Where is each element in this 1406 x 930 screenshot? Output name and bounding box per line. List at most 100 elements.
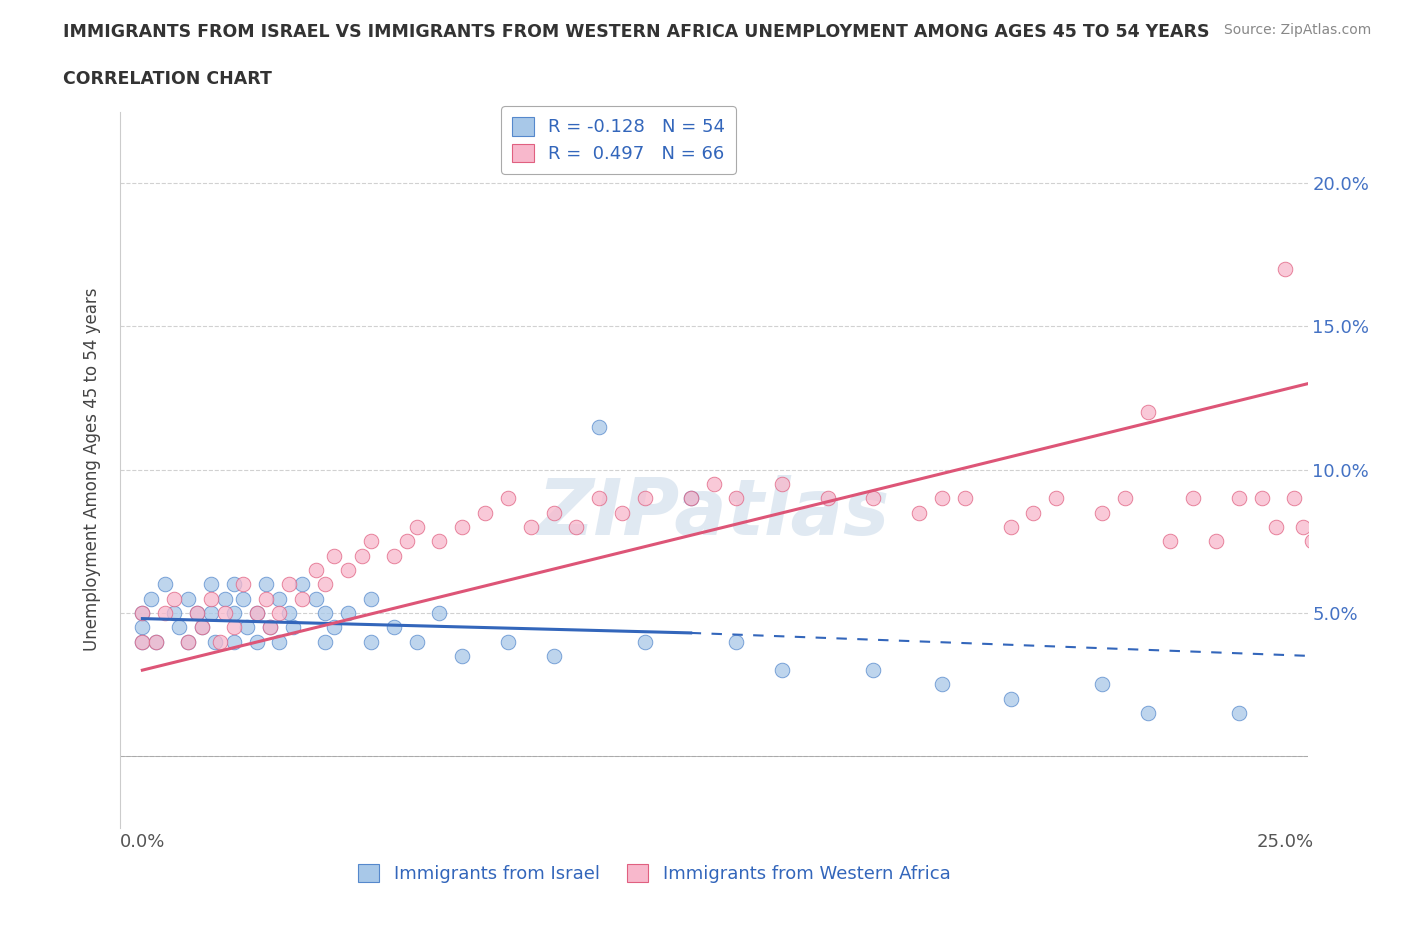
Y-axis label: Unemployment Among Ages 45 to 54 years: Unemployment Among Ages 45 to 54 years [83, 288, 101, 651]
Point [214, 591, 236, 606]
Point [1251, 491, 1274, 506]
Point [131, 634, 153, 649]
Text: Source: ZipAtlas.com: Source: ZipAtlas.com [1223, 23, 1371, 37]
Point [1045, 491, 1067, 506]
Point [200, 577, 222, 591]
Point [314, 605, 336, 620]
Point [1114, 491, 1136, 506]
Point [167, 619, 190, 634]
Point [1136, 706, 1159, 721]
Point [1160, 534, 1182, 549]
Point [360, 634, 382, 649]
Point [232, 591, 254, 606]
Point [131, 619, 153, 634]
Point [543, 648, 565, 663]
Point [634, 634, 657, 649]
Point [259, 619, 281, 634]
Point [254, 577, 277, 591]
Point [1227, 491, 1250, 506]
Point [1000, 691, 1022, 706]
Point [862, 491, 884, 506]
Point [314, 577, 336, 591]
Point [770, 663, 793, 678]
Point [291, 577, 314, 591]
Point [770, 476, 793, 491]
Point [679, 491, 702, 506]
Point [209, 634, 232, 649]
Point [1310, 520, 1333, 535]
Point [177, 591, 200, 606]
Point [382, 619, 405, 634]
Point [634, 491, 657, 506]
Point [200, 605, 222, 620]
Legend: Immigrants from Israel, Immigrants from Western Africa: Immigrants from Israel, Immigrants from … [350, 857, 957, 890]
Point [155, 605, 177, 620]
Point [131, 605, 153, 620]
Point [305, 591, 328, 606]
Point [405, 520, 427, 535]
Point [520, 520, 543, 535]
Point [1343, 362, 1365, 377]
Point [222, 577, 245, 591]
Point [204, 634, 226, 649]
Point [141, 591, 163, 606]
Point [610, 505, 633, 520]
Point [186, 605, 208, 620]
Point [163, 591, 186, 606]
Point [725, 491, 748, 506]
Point [186, 605, 208, 620]
Point [1205, 534, 1227, 549]
Point [191, 619, 214, 634]
Point [337, 605, 360, 620]
Point [163, 605, 186, 620]
Text: CORRELATION CHART: CORRELATION CHART [63, 70, 273, 87]
Point [396, 534, 419, 549]
Point [291, 591, 314, 606]
Point [496, 491, 519, 506]
Point [350, 548, 373, 563]
Point [1264, 520, 1286, 535]
Point [222, 619, 245, 634]
Point [451, 648, 474, 663]
Point [269, 591, 291, 606]
Point [1319, 405, 1341, 419]
Text: ZIPatlas: ZIPatlas [537, 474, 890, 551]
Point [862, 663, 884, 678]
Point [281, 619, 305, 634]
Point [1282, 491, 1305, 506]
Point [269, 634, 291, 649]
Point [588, 419, 610, 434]
Point [177, 634, 200, 649]
Point [277, 577, 299, 591]
Point [305, 563, 328, 578]
Point [323, 619, 346, 634]
Point [232, 577, 254, 591]
Point [145, 634, 167, 649]
Point [382, 548, 405, 563]
Point [1091, 677, 1114, 692]
Point [246, 605, 269, 620]
Point [1182, 491, 1205, 506]
Point [177, 634, 200, 649]
Point [1000, 520, 1022, 535]
Point [931, 491, 953, 506]
Text: IMMIGRANTS FROM ISRAEL VS IMMIGRANTS FROM WESTERN AFRICA UNEMPLOYMENT AMONG AGES: IMMIGRANTS FROM ISRAEL VS IMMIGRANTS FRO… [63, 23, 1209, 41]
Point [451, 520, 474, 535]
Point [269, 605, 291, 620]
Point [1227, 706, 1250, 721]
Point [405, 634, 427, 649]
Point [725, 634, 748, 649]
Point [246, 605, 269, 620]
Point [323, 548, 346, 563]
Point [817, 491, 839, 506]
Point [191, 619, 214, 634]
Point [145, 634, 167, 649]
Point [314, 634, 336, 649]
Point [259, 619, 281, 634]
Point [131, 605, 153, 620]
Point [337, 563, 360, 578]
Point [1274, 261, 1296, 276]
Point [496, 634, 519, 649]
Point [1022, 505, 1045, 520]
Point [953, 491, 976, 506]
